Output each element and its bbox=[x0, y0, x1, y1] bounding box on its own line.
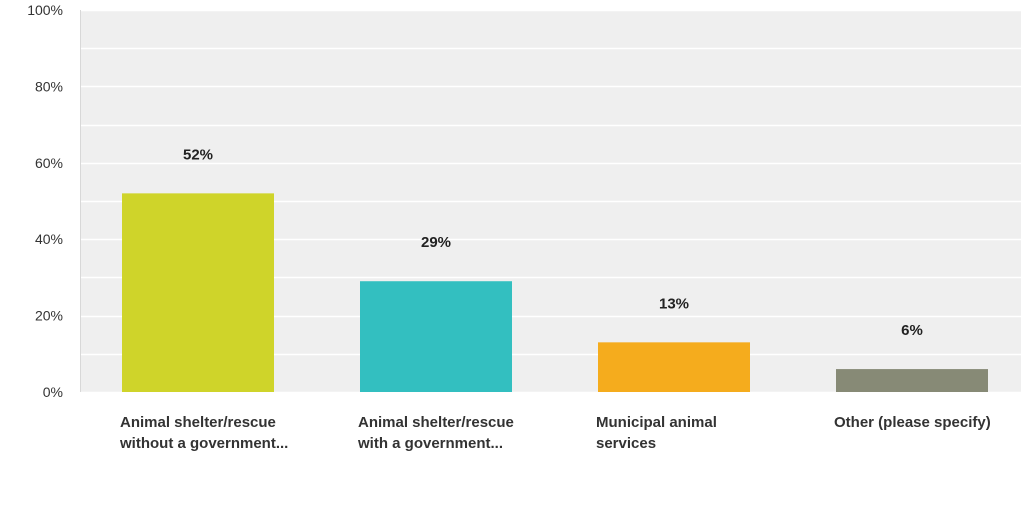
y-tick-label: 80% bbox=[35, 78, 63, 94]
x-category-label: Other (please specify) bbox=[834, 412, 1009, 433]
bar-data-label: 6% bbox=[901, 322, 923, 339]
y-tick-label: 100% bbox=[27, 2, 63, 18]
x-category-label: Animal shelter/rescue with a government.… bbox=[358, 412, 533, 454]
y-tick-label: 40% bbox=[35, 231, 63, 247]
y-tick-label: 20% bbox=[35, 308, 63, 324]
bar-data-label: 52% bbox=[183, 146, 213, 163]
y-axis-ticks: 0% 20% 40% 60% 80% 100% bbox=[27, 2, 63, 400]
y-tick-label: 60% bbox=[35, 155, 63, 171]
bar bbox=[360, 281, 512, 392]
y-tick-label: 0% bbox=[43, 384, 63, 400]
bar-data-label: 29% bbox=[421, 234, 451, 251]
x-category-label: Animal shelter/rescue without a governme… bbox=[120, 412, 295, 454]
bar bbox=[122, 193, 274, 392]
bar bbox=[598, 342, 750, 392]
bar-data-label: 13% bbox=[659, 295, 689, 312]
bar bbox=[836, 369, 988, 392]
x-category-label: Municipal animal services bbox=[596, 412, 771, 454]
